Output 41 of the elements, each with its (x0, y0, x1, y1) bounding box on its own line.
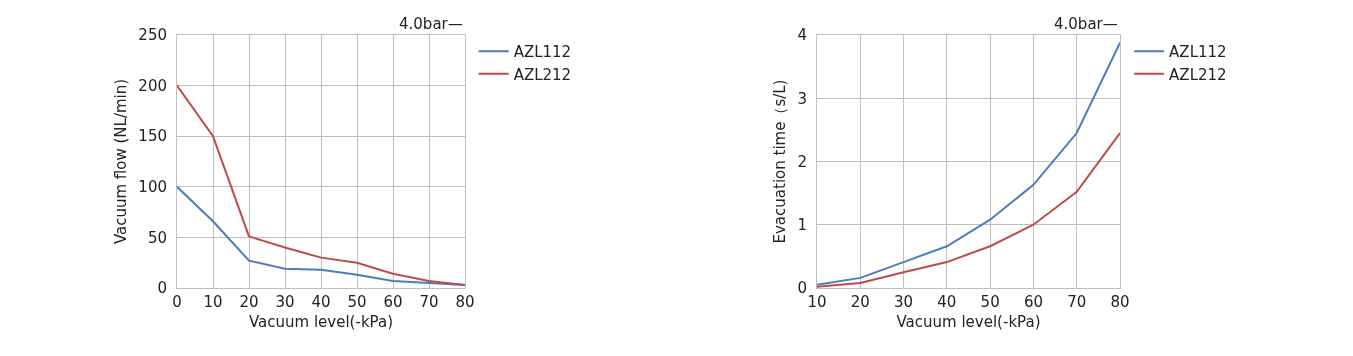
line-series (817, 132, 1120, 288)
x-tick-label: 60 (383, 293, 403, 311)
x-tick-label: 40 (937, 293, 957, 311)
x-tick-label: 70 (1067, 293, 1087, 311)
x-tick-label: 20 (239, 293, 259, 311)
x-tick-label: 80 (455, 293, 475, 311)
x-tick-label: 10 (203, 293, 223, 311)
line-series (817, 41, 1120, 286)
y-tick-label: 200 (138, 76, 167, 95)
x-axis-title: Vacuum level(-kPa) (896, 313, 1041, 331)
y-tick-label: 2 (797, 152, 807, 171)
x-tick-label: 60 (1023, 293, 1043, 311)
x-tick-label: 50 (980, 293, 1000, 311)
x-tick-label: 0 (172, 293, 182, 311)
y-tick-label: 250 (138, 26, 167, 45)
text: 4.0bar— (1054, 15, 1118, 33)
text: 4.0bar— (399, 15, 463, 33)
x-axis-title: Vacuum level(-kPa) (249, 313, 393, 331)
legend-label: AZL212 (513, 65, 572, 84)
y-tick-label: 0 (157, 279, 167, 298)
y-tick-label: 1 (797, 216, 807, 234)
x-tick-label: 70 (419, 293, 439, 311)
x-tick-label: 40 (311, 293, 331, 311)
legend-label: AZL112 (513, 43, 572, 62)
y-tick-label: 4 (797, 26, 807, 45)
y-tick-label: 3 (797, 89, 807, 108)
y-tick-label: 100 (138, 178, 167, 197)
x-tick-label: 80 (1110, 293, 1130, 311)
x-tick-label: 30 (894, 293, 914, 311)
x-tick-label: 10 (807, 293, 827, 311)
x-tick-label: 30 (275, 293, 295, 311)
x-tick-label: 50 (347, 293, 367, 311)
y-tick-label: 150 (138, 127, 167, 146)
legend-label: AZL112 (1169, 43, 1227, 62)
y-tick-label: 0 (797, 279, 807, 298)
line-series (177, 84, 465, 286)
y-axis-title: Vacuum flow (NL/min) (111, 78, 130, 245)
y-tick-label: 50 (147, 228, 167, 247)
legend-label: AZL212 (1169, 65, 1227, 84)
x-tick-label: 20 (850, 293, 870, 311)
y-axis-title: Evacuation time（s/L) (770, 79, 789, 244)
